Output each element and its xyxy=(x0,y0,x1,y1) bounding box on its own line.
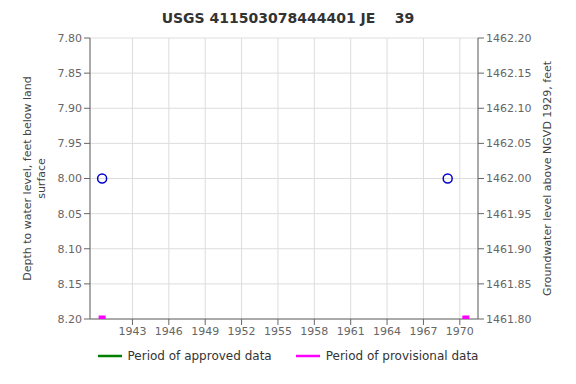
svg-text:1461.80: 1461.80 xyxy=(486,313,532,326)
svg-text:8.15: 8.15 xyxy=(58,278,83,291)
svg-text:7.95: 7.95 xyxy=(58,137,83,150)
svg-text:Groundwater level above NGVD 1: Groundwater level above NGVD 1929, feet xyxy=(541,60,554,296)
svg-text:1943: 1943 xyxy=(118,325,146,338)
svg-text:7.90: 7.90 xyxy=(58,102,83,115)
svg-text:1461.85: 1461.85 xyxy=(486,278,532,291)
html-text:Period of provisional data: Period of provisional data xyxy=(325,349,479,363)
svg-text:1949: 1949 xyxy=(191,325,219,338)
svg-text:8.05: 8.05 xyxy=(58,208,83,221)
svg-text:8.10: 8.10 xyxy=(58,243,83,256)
svg-text:1961: 1961 xyxy=(337,325,365,338)
svg-text:1964: 1964 xyxy=(373,325,401,338)
svg-text:1462.20: 1462.20 xyxy=(486,32,532,45)
html-text:USGS 411503078444401 JE 39: USGS 411503078444401 JE 39 xyxy=(161,10,415,26)
html-text:Period of approved data: Period of approved data xyxy=(127,349,272,363)
svg-text:8.00: 8.00 xyxy=(58,172,83,185)
svg-text:Depth to water level, feet bel: Depth to water level, feet below landsur… xyxy=(21,76,48,281)
svg-text:7.85: 7.85 xyxy=(58,67,83,80)
svg-text:1967: 1967 xyxy=(409,325,437,338)
svg-text:1955: 1955 xyxy=(264,325,292,338)
svg-text:1958: 1958 xyxy=(300,325,328,338)
svg-text:1952: 1952 xyxy=(228,325,256,338)
svg-text:1461.95: 1461.95 xyxy=(486,208,532,221)
svg-text:1970: 1970 xyxy=(446,325,474,338)
svg-text:1461.90: 1461.90 xyxy=(486,243,532,256)
svg-text:1462.05: 1462.05 xyxy=(486,137,532,150)
svg-text:8.20: 8.20 xyxy=(58,313,83,326)
svg-text:7.80: 7.80 xyxy=(58,32,83,45)
svg-text:1462.00: 1462.00 xyxy=(486,172,532,185)
svg-text:1462.10: 1462.10 xyxy=(486,102,532,115)
svg-text:1462.15: 1462.15 xyxy=(486,67,532,80)
svg-text:1946: 1946 xyxy=(155,325,183,338)
